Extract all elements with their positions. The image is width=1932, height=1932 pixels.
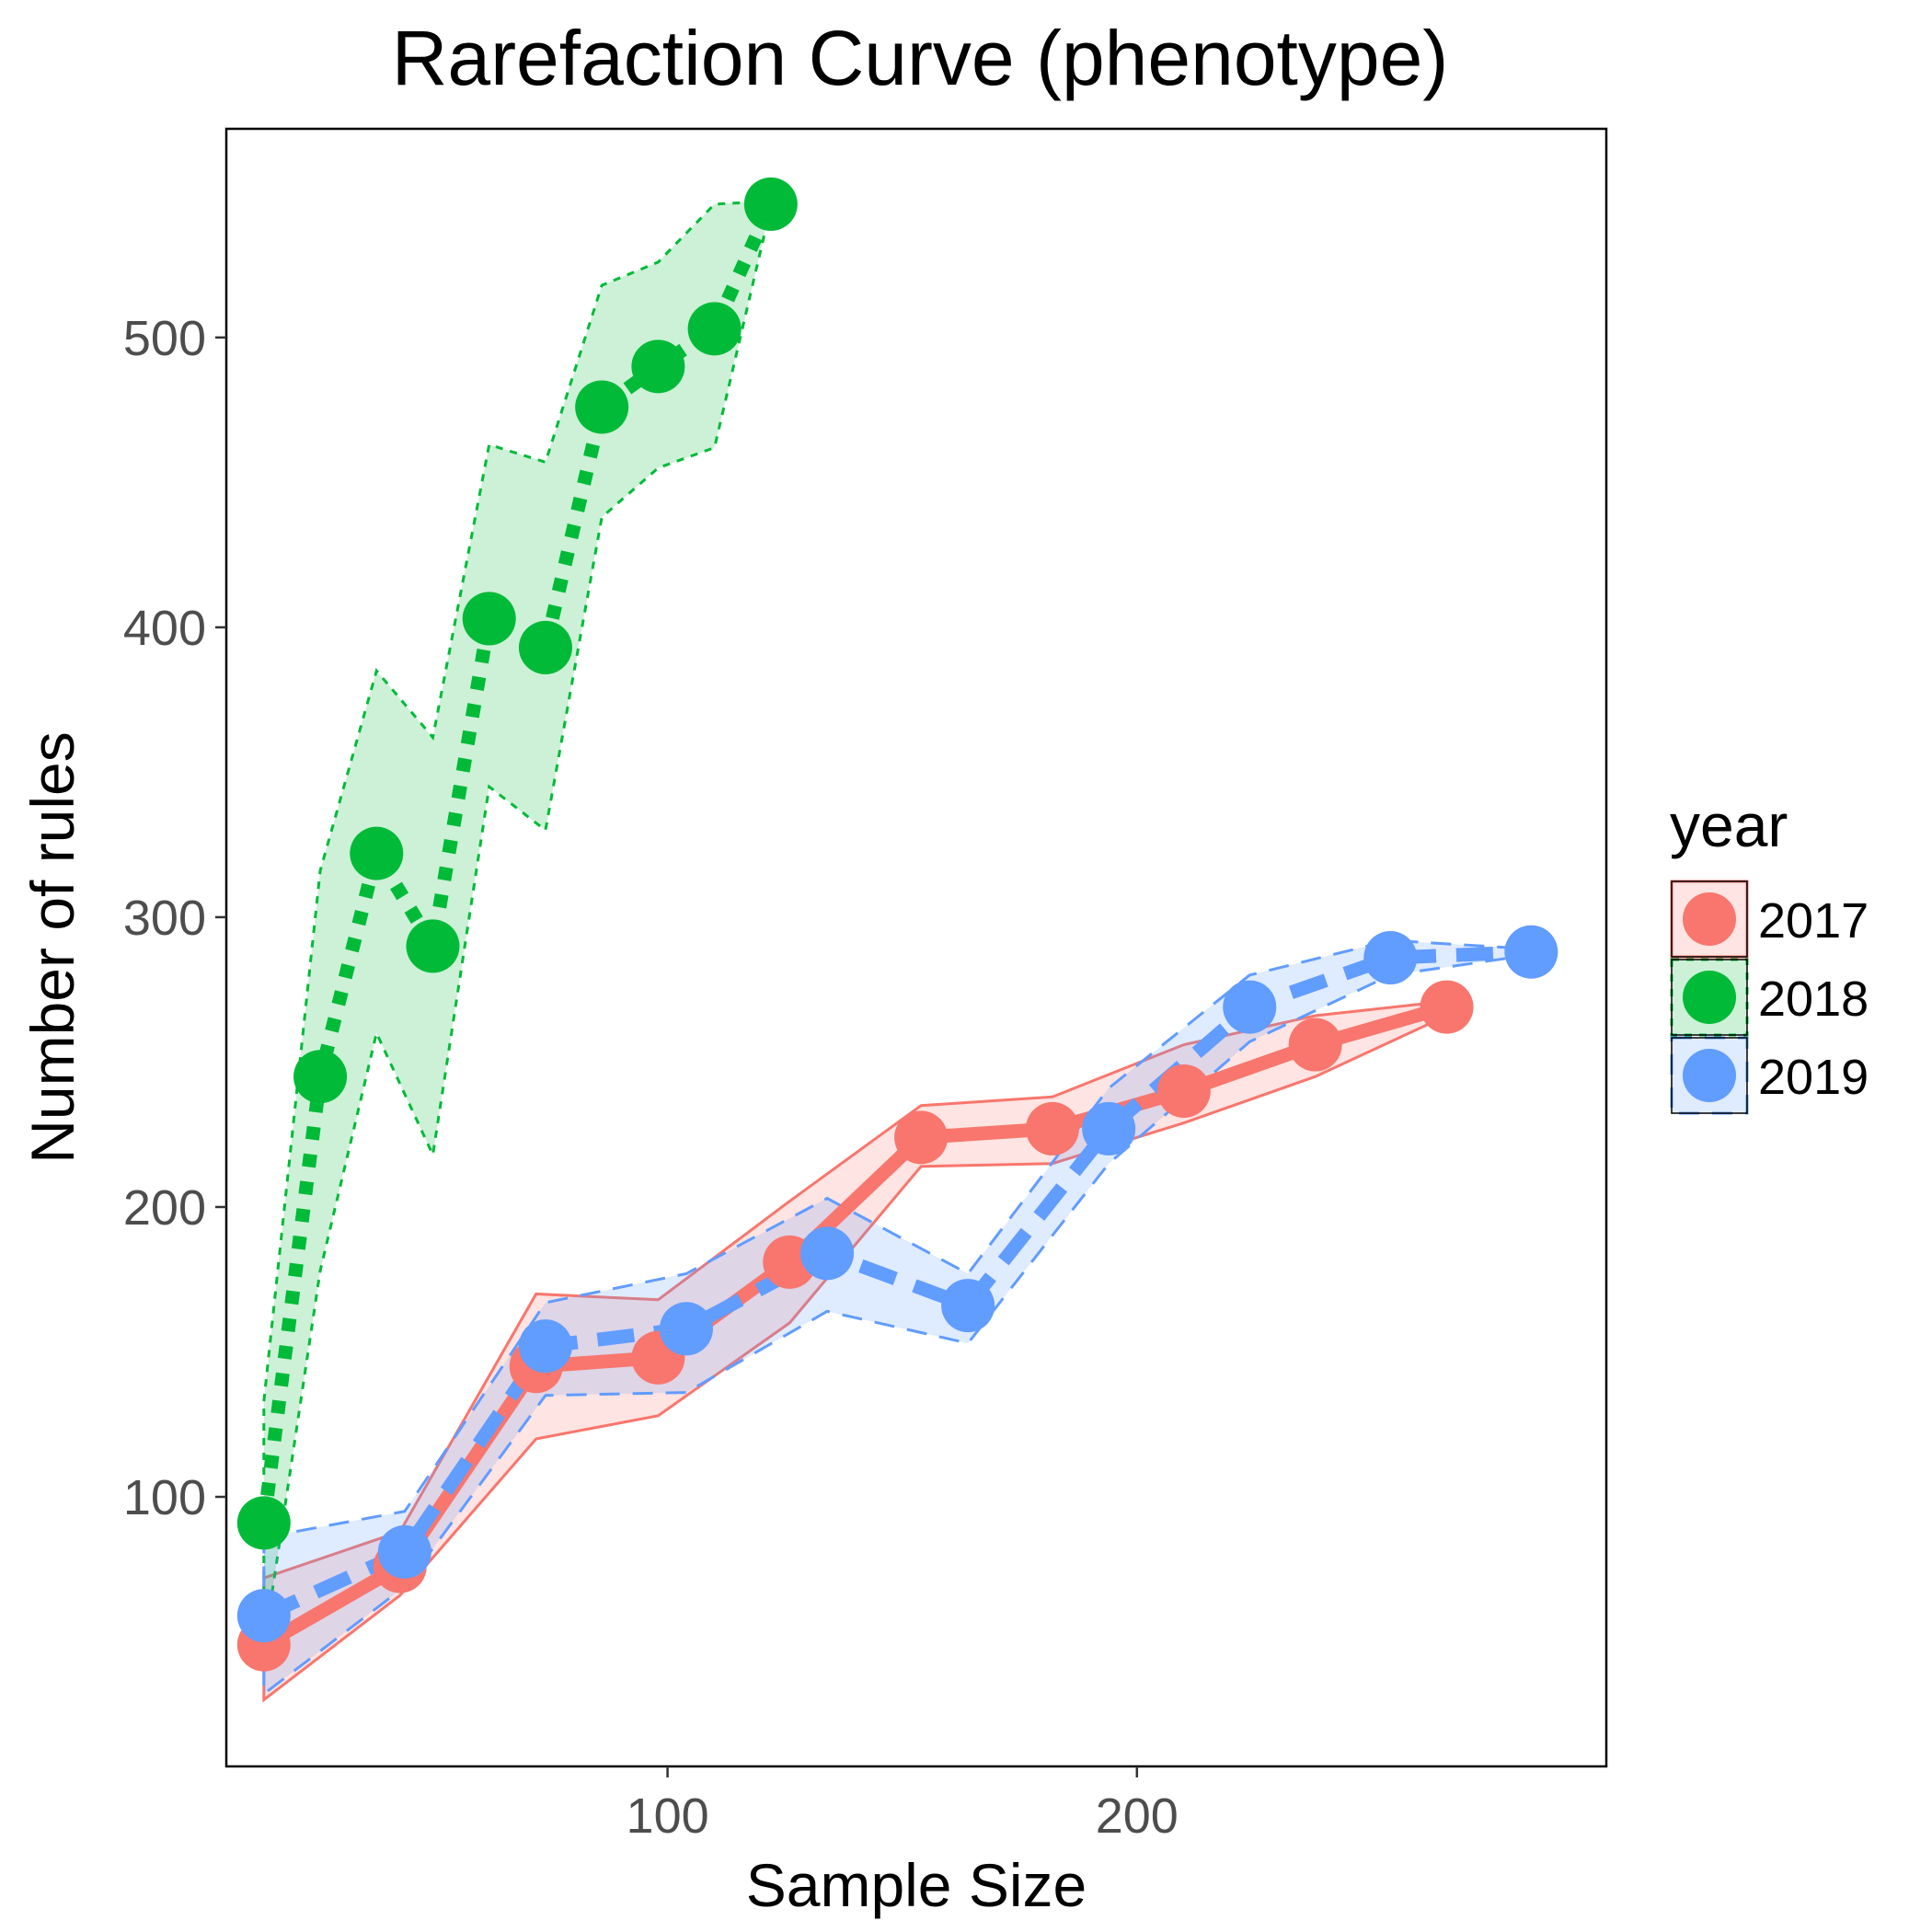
data-point-2018 [687, 302, 742, 356]
y-tick-label: 300 [123, 891, 206, 946]
legend-label-2018: 2018 [1758, 972, 1869, 1027]
data-point-2019 [518, 1319, 572, 1374]
data-point-2018 [462, 592, 516, 646]
data-point-2018 [293, 1050, 348, 1104]
y-tick-label: 400 [123, 601, 206, 656]
data-point-2017 [1420, 980, 1474, 1034]
data-point-2019 [1504, 925, 1558, 979]
legend-key-frame [1671, 1037, 1748, 1114]
data-point-2018 [518, 620, 572, 674]
y-tick-label: 200 [123, 1180, 206, 1236]
axes: 100 200 100 200 300 400 500 [123, 311, 1179, 1844]
data-point-2019 [941, 1279, 995, 1333]
data-point-2018 [406, 919, 460, 973]
legend-title: year [1670, 791, 1788, 859]
data-point-2018 [575, 380, 629, 434]
plot-area [236, 177, 1558, 1703]
legend-label-2017: 2017 [1758, 893, 1869, 949]
data-point-2017 [894, 1110, 949, 1165]
series-line-2019 [260, 945, 1532, 1623]
data-point-2017 [1288, 1018, 1342, 1072]
legend-key-frame [1671, 959, 1748, 1036]
legend-point-2017 [1683, 892, 1736, 946]
y-tick-label: 500 [123, 311, 206, 366]
data-point-2019 [800, 1226, 855, 1281]
y-axis-title: Number of rules [18, 731, 86, 1164]
data-point-2017 [1025, 1101, 1079, 1156]
data-point-2019 [1363, 931, 1418, 985]
data-point-2018 [631, 339, 685, 394]
data-point-2018 [743, 177, 798, 231]
legend-label-2019: 2019 [1758, 1050, 1869, 1105]
data-point-2019 [377, 1524, 431, 1579]
plot-panel-border [224, 127, 1608, 1768]
legend-point-2018 [1683, 971, 1736, 1024]
data-point-2018 [350, 826, 404, 880]
x-axis-title: Sample Size [746, 1851, 1087, 1919]
chart-title: Rarefaction Curve (phenotype) [392, 15, 1449, 101]
data-point-2019 [660, 1302, 713, 1356]
data-point-2019 [236, 1589, 291, 1643]
x-tick-label: 100 [627, 1788, 709, 1844]
y-tick-label: 100 [123, 1470, 206, 1525]
data-point-2017 [1156, 1064, 1211, 1118]
legend-key-frame [1671, 880, 1748, 958]
data-point-2019 [1082, 1101, 1136, 1156]
legend-point-2019 [1683, 1049, 1736, 1102]
x-tick-label: 200 [1096, 1788, 1179, 1844]
legend: year 2017 2018 2019 [1670, 791, 1869, 1115]
data-point-2019 [1223, 980, 1277, 1034]
data-point-2018 [236, 1496, 291, 1550]
